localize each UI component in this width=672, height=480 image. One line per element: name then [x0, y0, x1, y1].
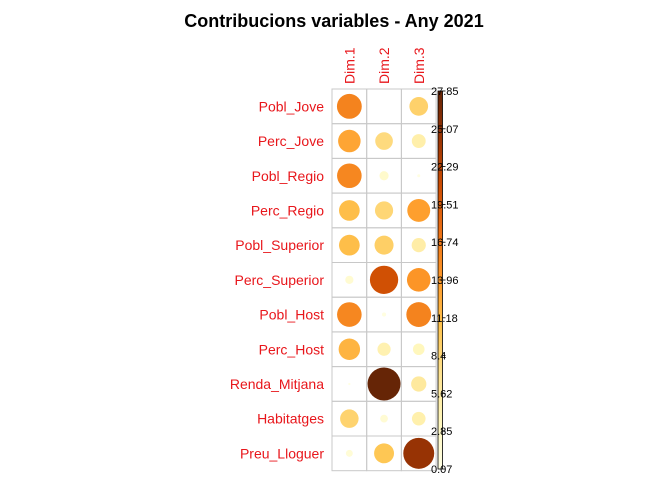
row-label: Preu_Lloguer	[240, 445, 324, 461]
grid-cell	[400, 435, 437, 472]
colorbar-tick-label: 19.51	[431, 199, 459, 211]
contribution-circle	[411, 411, 426, 426]
contribution-circle	[412, 343, 425, 356]
colorbar-tick-label: 13.96	[431, 275, 459, 287]
row-label: Pobl_Superior	[235, 237, 324, 253]
colorbar-tick-label: 2.85	[431, 426, 452, 438]
contribution-circle	[377, 342, 391, 356]
contribution-circle	[367, 367, 401, 401]
contribution-circle	[339, 200, 360, 221]
contribution-circle	[338, 338, 361, 360]
colorbar-tick-label: 27.85	[431, 86, 459, 98]
row-label: Perc_Host	[259, 341, 324, 357]
contribution-circle	[379, 171, 389, 181]
colorbar-tick-label: 22.29	[431, 162, 459, 174]
colorbar-tick-label: 5.62	[431, 388, 452, 400]
contribution-circle	[411, 238, 426, 253]
colorbar-tick-label: 11.18	[431, 313, 458, 325]
contribution-circle	[337, 302, 362, 327]
row-label: Habitatges	[257, 411, 324, 427]
contribution-circle	[406, 268, 431, 292]
column-label: Dim.1	[341, 47, 357, 84]
contribution-circle	[340, 409, 359, 428]
contribution-circle	[345, 449, 353, 457]
contribution-circle	[417, 174, 421, 178]
colorbar-tick-label: 0.07	[431, 464, 452, 476]
colorbar-tick-label: 25.07	[431, 124, 459, 136]
contribution-circle	[409, 97, 429, 116]
contribution-circle	[369, 265, 399, 294]
contribution-circle	[375, 132, 393, 150]
contribution-circle	[339, 234, 360, 256]
contribution-circle	[380, 414, 388, 423]
column-label: Dim.3	[411, 47, 427, 84]
contribution-circle	[348, 382, 351, 386]
row-labels: Pobl_Jove Perc_Jove Pobl_Regio Perc_Regio Po…	[230, 98, 325, 461]
colorbar-tick-label: 8.4	[431, 351, 446, 363]
color-legend: 0.07 2.85 5.62 8.4 11.18 13.96 16.74 19.51 22.29…	[431, 86, 459, 476]
contribution-circle	[374, 235, 394, 255]
contribution-circle	[407, 198, 431, 222]
contribution-circle	[374, 201, 394, 220]
contribution-circle	[403, 437, 435, 469]
contribution-circle	[411, 134, 426, 148]
contribution-circle	[374, 443, 395, 464]
contribution-circle	[336, 93, 362, 119]
contribution-circle	[406, 302, 432, 327]
column-labels: Dim.1 Dim.2 Dim.3	[341, 47, 426, 84]
contribution-circle	[345, 275, 354, 284]
grid-cell	[366, 88, 402, 125]
row-label: Pobl_Jove	[259, 98, 325, 114]
row-label: Perc_Superior	[235, 272, 325, 288]
colorbar-tick-label: 16.74	[431, 237, 459, 249]
contribution-circle	[337, 163, 362, 189]
column-label: Dim.2	[376, 47, 392, 84]
contribution-circle	[411, 376, 427, 392]
contribution-circle	[382, 312, 387, 317]
row-label: Perc_Regio	[251, 202, 324, 218]
chart-title: Contribucions variables - Any 2021	[184, 11, 483, 31]
row-label: Pobl_Host	[259, 307, 324, 323]
circles	[336, 93, 435, 469]
row-label: Perc_Jove	[258, 133, 324, 149]
row-label: Pobl_Regio	[252, 168, 325, 184]
contribution-circle	[338, 129, 361, 153]
grid	[331, 88, 437, 472]
row-label: Renda_Mitjana	[230, 376, 324, 392]
